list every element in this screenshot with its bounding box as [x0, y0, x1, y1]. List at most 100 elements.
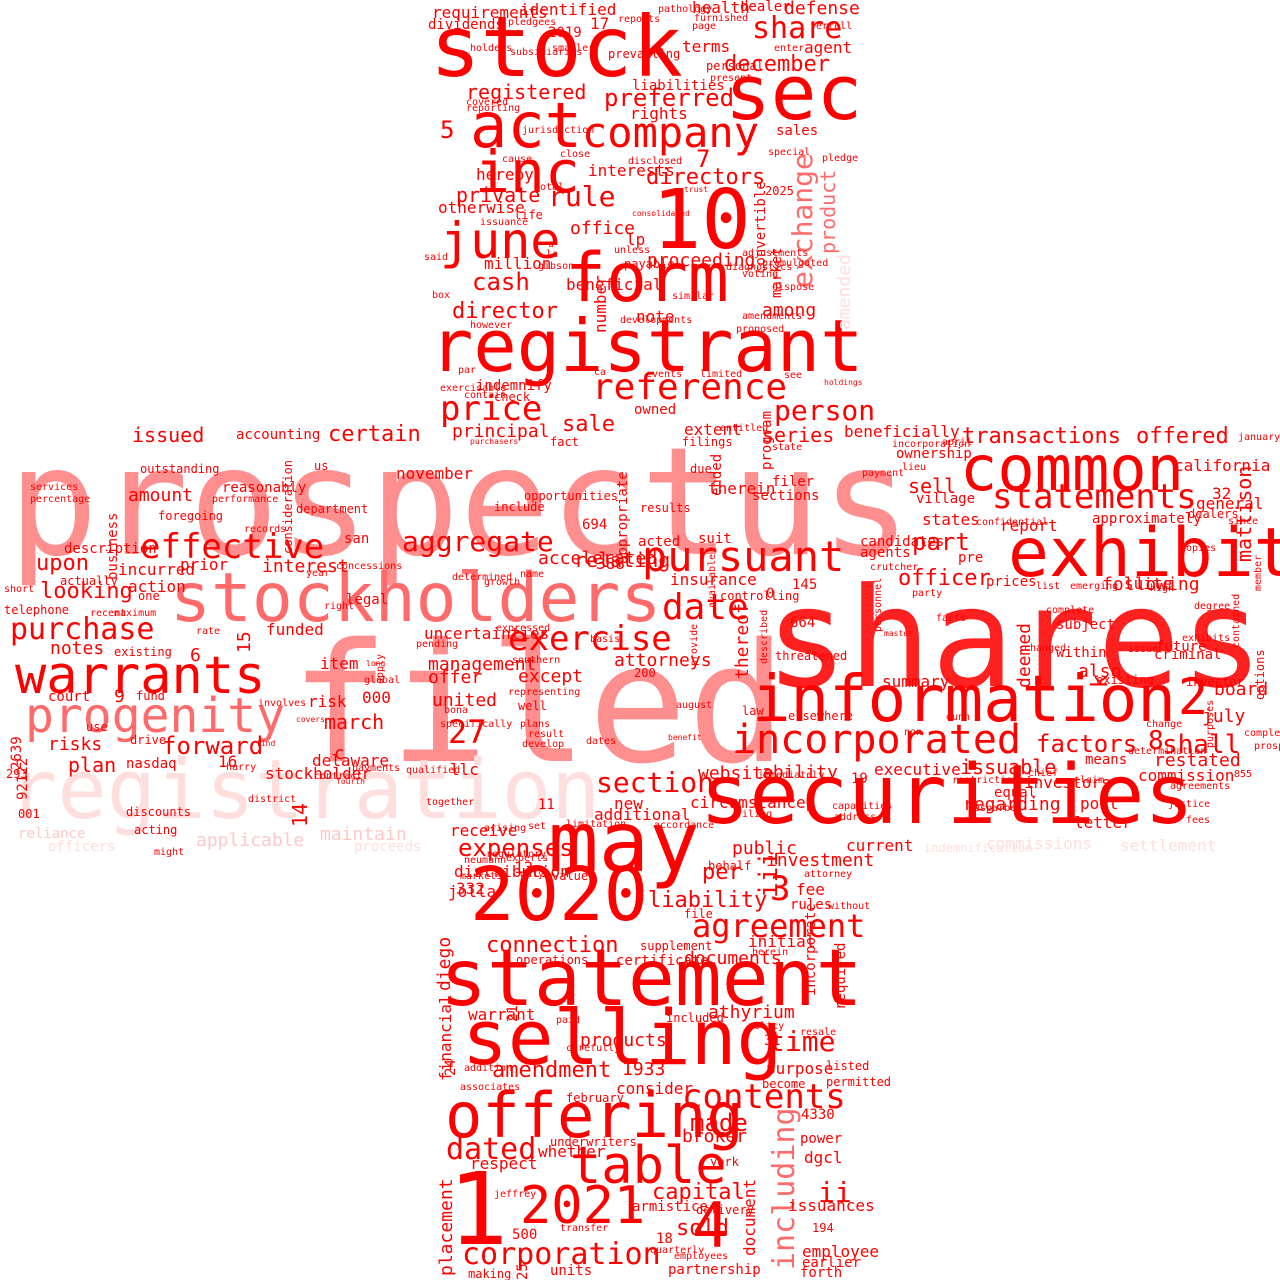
- cloud-word-august: august: [676, 700, 713, 711]
- cloud-word-results: results: [640, 501, 691, 515]
- cloud-word-company: company: [582, 108, 760, 157]
- cloud-word-iii: iii: [754, 851, 784, 898]
- cloud-word-controlling: controlling: [720, 589, 800, 603]
- cloud-word-plans: plans: [520, 719, 551, 730]
- cloud-word-fact: fact: [550, 435, 579, 449]
- cloud-word-except: except: [518, 666, 584, 687]
- cloud-word-amended: amended: [834, 254, 855, 330]
- cloud-word-close: close: [560, 149, 591, 160]
- cloud-word-similar: similar: [672, 291, 715, 302]
- cloud-word-filed: filed: [290, 608, 787, 800]
- cloud-word-armistice: armistice: [632, 1199, 708, 1215]
- cloud-word-file: file: [684, 907, 713, 921]
- cloud-word-threatened: threatened: [775, 649, 848, 663]
- cloud-word-293: 293: [6, 767, 28, 781]
- cloud-word-well: well: [518, 699, 547, 713]
- cloud-word-crutcher: crutcher: [870, 562, 919, 573]
- cloud-word-pledge: pledge: [822, 153, 859, 164]
- cloud-word-earlier: earlier: [802, 1255, 862, 1271]
- cloud-word-effective: effective: [140, 527, 325, 567]
- cloud-word-one: one: [138, 589, 160, 603]
- cloud-word-contain: contain: [464, 390, 507, 401]
- cloud-word-332: 332: [456, 879, 485, 898]
- cloud-word-behalf: behalf: [708, 859, 752, 873]
- cloud-word-proceeding: proceeding: [647, 250, 756, 271]
- cloud-word-k: k: [1088, 674, 1113, 688]
- cloud-word-required: required: [833, 942, 849, 1010]
- cloud-word-product: product: [816, 169, 840, 254]
- cloud-word-acted: acted: [638, 534, 681, 550]
- cloud-word-regarding: regarding: [963, 794, 1061, 815]
- cloud-word-benefit: benefit: [668, 733, 702, 742]
- cloud-word-selling: selling: [462, 993, 783, 1082]
- cloud-word-1933: 1933: [622, 1059, 666, 1080]
- cloud-word-warrant: warrant: [468, 1005, 536, 1024]
- cloud-word-permitted: permitted: [826, 1075, 892, 1089]
- cloud-word-diego: diego: [434, 936, 455, 991]
- cloud-word-694: 694: [582, 517, 608, 533]
- cloud-word-life: life: [514, 208, 543, 222]
- cloud-word-dgcl: dgcl: [804, 1148, 843, 1167]
- cloud-word-qualified: qualified: [406, 765, 461, 776]
- cloud-word-principal: principal: [452, 421, 550, 442]
- cloud-word-personnel: personnel: [873, 577, 884, 632]
- cloud-word-description: description: [64, 541, 157, 557]
- cloud-word-dated: dated: [446, 1132, 537, 1167]
- cloud-word-risk: risk: [308, 692, 347, 711]
- cloud-word-exercise: exercise: [508, 619, 672, 659]
- cloud-word-available: available: [707, 553, 718, 608]
- cloud-word-directors: directors: [646, 165, 766, 190]
- cloud-word-funded: funded: [266, 620, 324, 639]
- cloud-word-experts: experts: [506, 853, 549, 864]
- cloud-word-commissions: commissions: [986, 834, 1092, 853]
- cloud-word-february: february: [566, 1091, 624, 1105]
- cloud-word-involves: involves: [258, 698, 307, 709]
- cloud-word-issuances: issuances: [788, 1196, 875, 1215]
- cloud-word-uncertainties: uncertainties: [424, 624, 550, 643]
- cloud-word-completed: completed: [1244, 728, 1280, 739]
- cloud-word-thereof: thereof: [732, 603, 753, 679]
- cloud-word-existing: existing: [114, 645, 172, 659]
- cloud-word-telephone: telephone: [4, 603, 70, 617]
- cloud-word-25: 25: [515, 1263, 531, 1280]
- cloud-word-action: action: [128, 577, 186, 596]
- cloud-word-duty: duty: [520, 869, 545, 880]
- cloud-word-corporation: corporation: [462, 1237, 661, 1272]
- cloud-word-actually: actually: [60, 574, 118, 588]
- cloud-word-new: new: [614, 794, 643, 813]
- cloud-word-la: la: [546, 249, 559, 260]
- cloud-word-prices: prices: [986, 574, 1037, 590]
- cloud-word-sold: sold: [676, 1216, 729, 1241]
- cloud-word-ended: ended: [709, 453, 725, 496]
- cloud-word-products: products: [580, 1030, 667, 1051]
- cloud-word-lieu: lieu: [902, 462, 927, 473]
- cloud-word-suit: suit: [698, 531, 732, 547]
- cloud-word-investors: investors: [1024, 773, 1111, 792]
- cloud-word-events: events: [646, 369, 683, 380]
- cloud-word-per: per: [702, 860, 742, 885]
- cloud-word-investment: investment: [766, 850, 875, 871]
- cloud-word-specifically: specifically: [440, 719, 513, 730]
- cloud-word-existing: existing: [1096, 673, 1154, 687]
- cloud-word-consider: consider: [616, 1079, 694, 1098]
- cloud-word-restrictions: restrictions: [952, 775, 1025, 786]
- cloud-word-officers: officers: [48, 839, 116, 855]
- cloud-word-health: health: [692, 0, 750, 17]
- cloud-word-sec: sec: [725, 48, 863, 137]
- cloud-word-described: described: [759, 609, 770, 664]
- cloud-word-amendments: amendments: [742, 311, 803, 322]
- cloud-word-options: options: [1253, 649, 1267, 700]
- cloud-word-esparbes: esparbes: [974, 803, 1023, 814]
- cloud-word-discounts: discounts: [126, 805, 192, 819]
- cloud-word-delaware: delaware: [312, 751, 390, 770]
- cloud-word-extent: extent: [684, 420, 742, 439]
- cloud-word-drive: drive: [130, 733, 167, 747]
- cloud-word-respect: respect: [470, 1154, 538, 1173]
- cloud-word-degree: degree: [1194, 601, 1231, 612]
- cloud-word-candidates: candidates: [860, 534, 945, 550]
- cloud-word-subsidiaries: subsidiaries: [510, 47, 583, 58]
- cloud-word-herein: herein: [752, 947, 789, 958]
- cloud-word-dealer: dealer: [740, 0, 791, 15]
- cloud-word-long: long: [366, 659, 386, 668]
- cloud-word-changed: changed: [1024, 643, 1067, 654]
